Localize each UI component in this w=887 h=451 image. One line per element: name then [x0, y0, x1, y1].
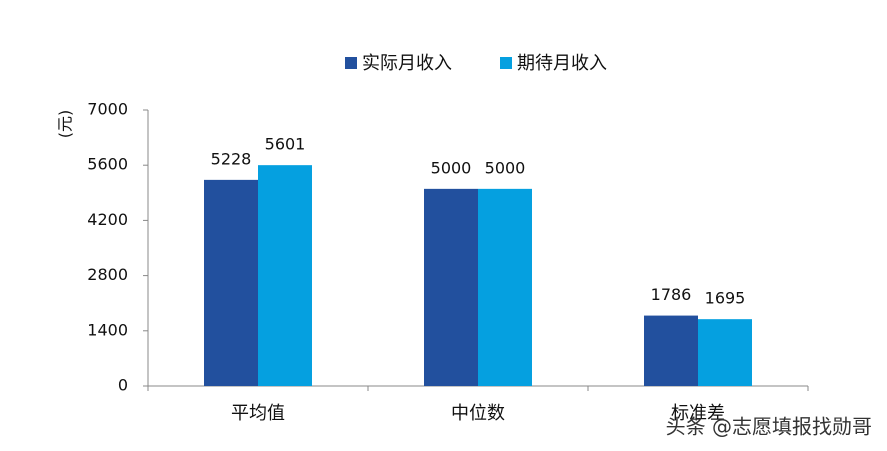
legend-label: 实际月收入 [362, 53, 452, 74]
bar [698, 319, 752, 386]
y-tick-label: 0 [118, 376, 128, 395]
value-label: 5601 [265, 135, 306, 154]
x-tick-label: 中位数 [451, 403, 505, 424]
bar [204, 179, 258, 386]
y-tick-label: 4200 [87, 210, 128, 229]
bar [644, 315, 698, 386]
value-label: 5228 [211, 149, 252, 168]
value-label: 1786 [651, 285, 692, 304]
watermark: 头条 @志愿填报找勋哥 [666, 415, 872, 439]
value-label: 5000 [485, 158, 526, 177]
bar [424, 188, 478, 386]
bar [258, 165, 312, 386]
y-tick-label: 1400 [87, 320, 128, 339]
legend-swatch [345, 57, 357, 69]
value-label: 5000 [431, 158, 472, 177]
y-tick-label: 2800 [87, 265, 128, 284]
x-tick-label: 平均值 [231, 403, 285, 424]
y-tick-label: 5600 [87, 155, 128, 174]
x-tick-label: 标准差 [671, 403, 725, 424]
bar [478, 188, 532, 386]
legend-swatch [500, 57, 512, 69]
y-tick-label: 7000 [87, 100, 128, 119]
legend-label: 期待月收入 [517, 53, 607, 74]
value-label: 1695 [705, 289, 746, 308]
y-axis-label: (元) [56, 110, 75, 139]
